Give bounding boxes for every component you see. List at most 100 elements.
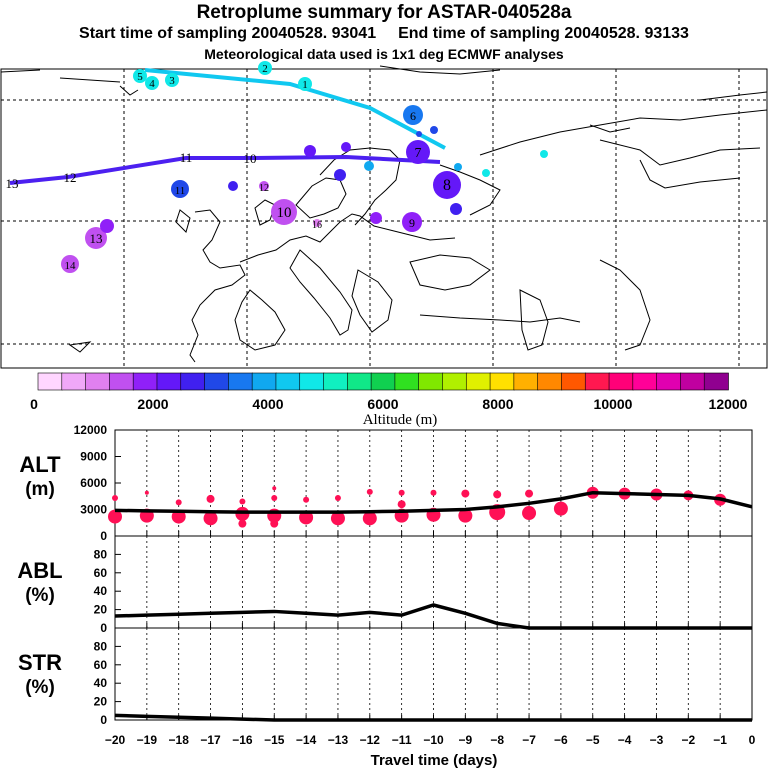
panel-ylabel: STR: [18, 650, 62, 675]
altitude-cluster: [175, 499, 182, 506]
cluster-marker: [406, 140, 430, 164]
x-tick-label: −20: [105, 733, 126, 747]
altitude-cluster: [398, 489, 405, 496]
colorbar-swatch: [275, 372, 301, 391]
met-note: Meteorological data used is 1x1 deg ECMW…: [204, 46, 564, 62]
y-tick-label: 9000: [80, 450, 107, 464]
cluster-marker: [171, 180, 189, 198]
altitude-cluster: [334, 495, 341, 502]
colorbar-swatch: [703, 372, 729, 391]
high-branch-cluster: [145, 76, 159, 90]
trajectory-day-label: 13: [6, 176, 19, 191]
colorbar-swatch: [561, 372, 587, 391]
start-value: 20040528. 93041: [251, 25, 377, 42]
colorbar-tick-label: 10000: [594, 396, 633, 412]
minor-cluster-marker: [364, 161, 374, 171]
x-tick-label: −15: [264, 733, 285, 747]
panel-ylabel: ALT: [19, 452, 61, 477]
minor-cluster-marker: [100, 219, 114, 233]
x-tick-label: −19: [137, 733, 158, 747]
x-tick-label: −16: [232, 733, 253, 747]
colorbar-swatch: [680, 372, 706, 391]
colorbar-swatch: [85, 372, 111, 391]
colorbar-swatch: [228, 372, 253, 391]
altitude-cluster: [430, 489, 437, 496]
colorbar-swatch: [584, 372, 610, 391]
altitude-cluster: [171, 509, 186, 524]
colorbar-swatch: [656, 372, 682, 391]
y-tick-label: 40: [94, 584, 108, 598]
cluster-label: 16: [312, 220, 322, 231]
cluster-label: 13: [90, 231, 103, 246]
y-tick-label: 20: [94, 603, 108, 617]
colorbar-swatch: [632, 372, 658, 391]
cluster-marker: [313, 219, 321, 227]
high-branch-cluster: [133, 69, 147, 83]
cluster-label: 8: [443, 177, 451, 194]
altitude-cluster: [330, 511, 345, 526]
altitude-cluster: [522, 506, 537, 521]
altitude-colorbar: 0 2000 4000 6000 8000 10000 12000: [30, 372, 748, 412]
colorbar-label: Altitude (m): [363, 412, 438, 428]
high-branch-day-label: 5: [137, 71, 143, 83]
x-axis-title: Travel time (days): [371, 752, 498, 768]
altitude-cluster: [238, 519, 247, 528]
colorbar-tick-label: 4000: [252, 396, 283, 412]
colorbar-tick-label: 0: [30, 396, 38, 412]
end-label: End time of sampling: [398, 25, 560, 42]
series-line-str: [114, 713, 752, 722]
x-tick-label: −14: [296, 733, 317, 747]
altitude-cluster: [397, 500, 406, 509]
altitude-cluster: [458, 508, 473, 523]
high-branch-day-label: 3: [169, 75, 175, 87]
start-label: Start time of sampling: [79, 25, 248, 42]
panel-ylabel: ABL: [17, 558, 62, 583]
minor-cluster-marker: [304, 145, 316, 157]
altitude-cluster: [235, 506, 250, 521]
high-branch-trajectory: [144, 68, 446, 150]
x-tick-label: 0: [749, 733, 756, 747]
colorbar-swatch: [37, 372, 63, 391]
altitude-cluster: [303, 496, 310, 503]
colorbar-tick-label: 8000: [482, 396, 513, 412]
x-tick-label: −3: [650, 733, 664, 747]
panel-str: 0 20 40 60 80 STR(%): [18, 627, 753, 727]
y-tick-label: 0: [100, 621, 107, 635]
panel-ylabel: (m): [25, 479, 55, 500]
end-value: 20040528. 93133: [564, 25, 689, 42]
altitude-cluster: [203, 511, 218, 526]
cluster-marker: [403, 105, 423, 125]
cluster-label: 7: [415, 146, 422, 161]
cluster-label: 12: [259, 183, 269, 194]
colorbar-swatch: [465, 372, 491, 391]
y-tick-label: 60: [94, 658, 108, 672]
time-series-panels: 030006000900012000ALT(m)020406080ABL(%)0…: [17, 423, 755, 768]
low-branch-trajectory: [9, 154, 441, 185]
x-tick-label: −10: [423, 733, 444, 747]
colorbar-swatch: [537, 372, 563, 391]
altitude-cluster: [108, 509, 122, 524]
x-tick-label: −6: [554, 733, 568, 747]
colorbar-tick-label: 12000: [709, 396, 748, 412]
colorbar-swatch: [442, 372, 468, 391]
series-line-alt: [114, 490, 753, 514]
minor-cluster-marker: [430, 126, 438, 134]
y-tick-label: 40: [94, 676, 108, 690]
colorbar-swatch: [156, 372, 182, 391]
trajectory-day-label: 11: [180, 150, 193, 165]
x-tick-label: −11: [392, 733, 412, 747]
colorbar-swatch: [61, 372, 87, 391]
x-tick-label: −7: [522, 733, 536, 747]
colorbar-swatch: [109, 372, 134, 391]
cluster-marker: [271, 199, 297, 225]
colorbar-swatch: [370, 372, 396, 391]
x-tick-label: −5: [586, 733, 600, 747]
x-tick-label: −13: [328, 733, 349, 747]
minor-cluster-marker: [334, 169, 346, 181]
coastlines: [0, 65, 768, 363]
colorbar-swatch: [489, 372, 515, 391]
cluster-marker: [259, 181, 269, 191]
y-tick-label: 6000: [80, 476, 107, 490]
